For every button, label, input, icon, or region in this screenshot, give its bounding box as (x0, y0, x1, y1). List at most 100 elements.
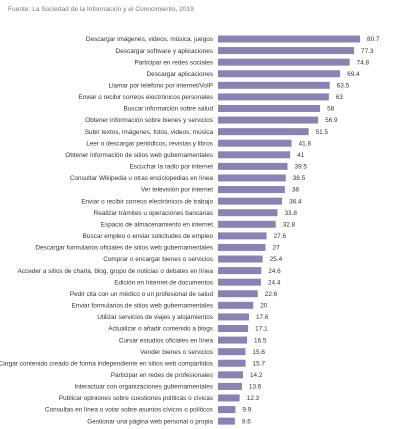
bar (218, 325, 249, 332)
value-label: 12.3 (247, 395, 260, 402)
category-label: Utilizar servicios de viajes y alojamien… (97, 314, 213, 321)
value-label: 38.5 (293, 175, 306, 182)
category-label: Espacio de almacenamiento en internet (101, 221, 213, 228)
category-label: Obtener información sobre bienes y servi… (85, 117, 213, 124)
category-label: Descargar formularios oficiales de sitio… (35, 245, 213, 252)
value-label: 17.6 (256, 314, 269, 321)
bar (218, 255, 263, 263)
bar (218, 359, 246, 367)
value-label: 38 (292, 187, 300, 194)
bar (218, 220, 276, 228)
value-label: 36.4 (289, 198, 302, 205)
bar (218, 336, 248, 344)
bar (218, 348, 246, 356)
value-label: 20 (260, 303, 268, 310)
category-label: Enviar formularios de sitios web guberna… (72, 303, 213, 310)
value-label: 24.4 (268, 279, 281, 286)
category-label: Realizar trámites u operaciones bancaria… (94, 210, 213, 217)
bar (218, 186, 285, 194)
bar (218, 93, 329, 101)
value-label: 14.2 (250, 372, 263, 379)
bar (218, 371, 243, 379)
bar (218, 197, 283, 205)
value-label: 17.1 (255, 326, 268, 333)
category-label: Ver televisión por internet (141, 187, 213, 194)
value-label: 51.5 (316, 129, 329, 136)
value-label: 69.4 (347, 71, 360, 78)
value-label: 16.5 (254, 337, 267, 344)
bar (218, 139, 292, 147)
category-label: Obtener información de sitios web gubern… (65, 152, 213, 159)
value-label: 15.7 (253, 360, 266, 367)
category-label: Enviar o recibir correos electrónicos pe… (78, 94, 213, 101)
value-label: 22.6 (265, 291, 278, 298)
bar (218, 243, 266, 251)
category-label: Enviar o recibir correos electrónicos de… (81, 198, 213, 205)
value-label: 41.8 (299, 140, 312, 147)
bar (218, 278, 261, 286)
category-label: Escuchar la radio por internet (130, 164, 214, 171)
bar (218, 174, 286, 182)
bar (218, 382, 242, 390)
value-label: 9.6 (242, 418, 251, 425)
bar (218, 232, 267, 240)
bar (218, 128, 309, 136)
bar (218, 58, 350, 66)
value-label: 15.6 (252, 349, 265, 356)
value-label: 56.9 (325, 117, 338, 124)
bar (218, 267, 262, 275)
value-label: 63 (336, 94, 344, 101)
bar (218, 104, 321, 112)
value-label: 77.3 (361, 48, 374, 55)
value-label: 63.5 (337, 83, 350, 90)
bar (218, 81, 330, 89)
value-label: 9.9 (242, 407, 251, 414)
category-label: Descargar imágenes, videos, música, jueg… (86, 36, 213, 43)
value-label: 39.5 (295, 164, 308, 171)
category-label: Gestionar una página web personal o prop… (87, 418, 213, 425)
bar (218, 301, 254, 309)
value-label: 27.6 (274, 233, 287, 240)
category-label: Buscar información sobre salud (123, 106, 213, 113)
category-label: Participar en redes sociales (134, 59, 213, 66)
bar (218, 151, 291, 159)
category-label: Subir textos, imágenes, fotos, videos, m… (85, 129, 214, 136)
category-label: Descargar aplicaciones (147, 71, 213, 78)
bar (218, 162, 288, 170)
category-label: Llamar por teléfono por internet/VoIP (109, 83, 213, 90)
category-label: Participar en redes de profesionales (111, 372, 213, 379)
category-label: Interactuar con organizaciones gubername… (74, 384, 213, 391)
value-label: 41 (297, 152, 305, 159)
category-label: Edición en Internet de documentos (114, 279, 213, 286)
chart-title: Fuente: La Sociedad de la Información y … (8, 6, 194, 13)
value-label: 24.6 (268, 268, 281, 275)
bar (218, 290, 258, 298)
bar (218, 70, 341, 78)
category-label: Consultar Wikipedia u otras enciclopedia… (70, 175, 214, 182)
value-label: 27 (273, 245, 281, 252)
bar (218, 406, 236, 414)
bar (218, 35, 361, 43)
category-label: Cargar contenido creado de forma indepen… (0, 360, 213, 367)
category-label: Consultas en línea o votar sobre asuntos… (45, 407, 213, 414)
bar (218, 209, 278, 217)
bar (218, 313, 249, 321)
category-label: Comprar o encargar bienes o servicios (103, 256, 213, 263)
category-label: Leer o descargar periódicos, revistas y … (86, 140, 213, 147)
category-label: Cursar estudios oficiales en línea (119, 337, 214, 344)
category-label: Buscar empleo o enviar solicitudes de em… (83, 233, 214, 240)
value-label: 13.6 (249, 384, 262, 391)
value-label: 74.8 (357, 59, 370, 66)
bar (218, 417, 235, 425)
value-label: 80.7 (367, 36, 380, 43)
bar (218, 394, 240, 402)
value-label: 58 (327, 106, 335, 113)
value-label: 32.8 (283, 221, 296, 228)
bar (218, 116, 319, 124)
category-label: Pedir cita con un médico o un profesiona… (70, 291, 214, 298)
category-label: Actualizar o añadir contenido a blogs (108, 326, 213, 333)
value-label: 25.4 (270, 256, 283, 263)
category-label: Acceder a sitios de charla, blog, grupo … (18, 268, 214, 275)
bar (218, 47, 355, 55)
